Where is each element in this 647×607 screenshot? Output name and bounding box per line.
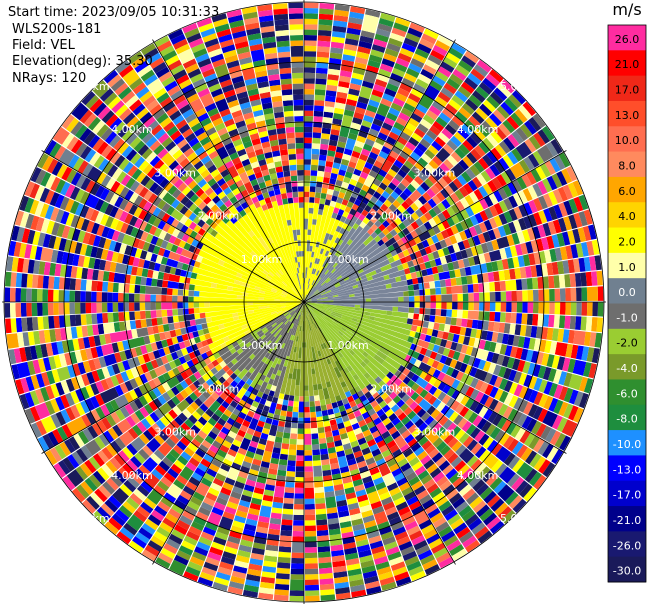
start-time: Start time: 2023/09/05 10:31:33 [8,5,220,20]
instrument-name: WLS200s-181 [12,22,102,37]
colorbar-swatch [608,176,646,203]
colorbar-tick: 1.0 [618,261,636,274]
azimuth-line [41,150,567,454]
field-name: Field: VEL [12,38,75,53]
ray-count: NRays: 120 [12,71,87,86]
colorbar-tick: 0.0 [618,286,636,299]
colorbar-tick: -6.0 [616,387,637,400]
colorbar-tick: 21.0 [615,58,640,71]
elevation: Elevation(deg): 35.30 [12,54,153,69]
colorbar-tick: -4.0 [616,362,637,375]
colorbar-tick: 13.0 [615,109,640,122]
range-ring-label: 1.00km [241,253,283,266]
colorbar-tick: -8.0 [616,413,637,426]
colorbar-tick: 2.0 [618,235,636,248]
colorbar-swatch [608,430,646,456]
velocity-gate-group [4,14,597,587]
colorbar-swatch [608,379,646,406]
colorbar-tick: -17.0 [613,489,641,502]
range-ring-label: 5.00km [68,80,110,93]
velocity-gate-group [305,215,420,314]
range-ring-label: 3.00km [414,426,456,439]
colorbar: 26.0 21.0 17.0 13.0 10.0 8.0 6.0 4.0 2.0 1.0 0.0 -1… [607,24,647,583]
colorbar-tick: -13.0 [613,463,641,476]
colorbar-swatch [608,151,646,178]
range-ring-label: 2.00km [370,382,412,395]
colorbar-tick: 4.0 [618,210,636,223]
colorbar-swatch [608,227,646,254]
colorbar-swatch [608,455,646,482]
colorbar-swatch [608,404,646,431]
colorbar-tick: 6.0 [618,185,636,198]
azimuth-lines [2,0,606,604]
range-ring-label: 5.00km [500,80,542,93]
range-ring-label: 2.00km [370,210,412,223]
range-ring-labels: 1.00km 1.00km 1.00km 1.00km 2.00km 2.00km 2.00… [68,80,542,525]
range-ring-label: 4.00km [457,123,499,136]
colorbar-tick: -30.0 [613,565,641,578]
velocity-gate-group [204,230,302,350]
colorbar-frame [607,24,647,583]
range-ring-label: 3.00km [154,426,196,439]
range-ring-label: 2.00km [198,382,240,395]
colorbar-swatch [608,25,646,51]
velocity-gate-group [280,304,354,405]
colorbar-tick: 10.0 [615,134,640,147]
colorbar-tick: -2.0 [616,337,637,350]
colorbar-swatch [608,278,646,304]
colorbar-swatch [608,480,646,507]
colorbar-tick: 26.0 [615,33,640,46]
colorbar-swatch [608,303,646,330]
colorbar-swatch [608,75,646,102]
range-ring-label: 3.00km [414,166,456,179]
range-ring-label: 3.00km [154,166,196,179]
colorbar-swatch [608,252,646,279]
range-ring-label: 5.00km [500,512,542,525]
range-ring-label: 4.00km [111,469,153,482]
colorbar-swatch [608,202,646,229]
colorbar-swatch [608,506,646,532]
range-ring-label: 1.00km [241,339,283,352]
colorbar-swatch [608,328,646,355]
colorbar-swatch [608,126,646,153]
colorbar-tick: 8.0 [618,160,636,173]
colorbar-tick: -21.0 [613,514,641,527]
velocity-gate-group [13,3,598,585]
colorbar-swatch [608,50,646,77]
range-ring-label: 5.00km [68,512,110,525]
colorbar-tick: -1.0 [616,311,637,324]
range-ring-label: 1.00km [327,253,369,266]
range-ring-label: 4.00km [457,469,499,482]
range-ring-label: 2.00km [198,210,240,223]
colorbar-swatch [608,100,646,127]
range-ring-label: 4.00km [111,123,153,136]
range-ring-label: 1.00km [327,339,369,352]
colorbar-swatch [608,556,646,583]
colorbar-tick: -10.0 [613,438,641,451]
colorbar-tick: 17.0 [615,84,640,97]
colorbar-swatch [608,354,646,380]
velocity-gate-group [29,12,587,602]
velocity-gates [4,2,604,602]
colorbar-swatch [608,531,646,558]
colorbar-tick: -26.0 [613,539,641,552]
colorbar-unit: m/s [612,0,642,19]
